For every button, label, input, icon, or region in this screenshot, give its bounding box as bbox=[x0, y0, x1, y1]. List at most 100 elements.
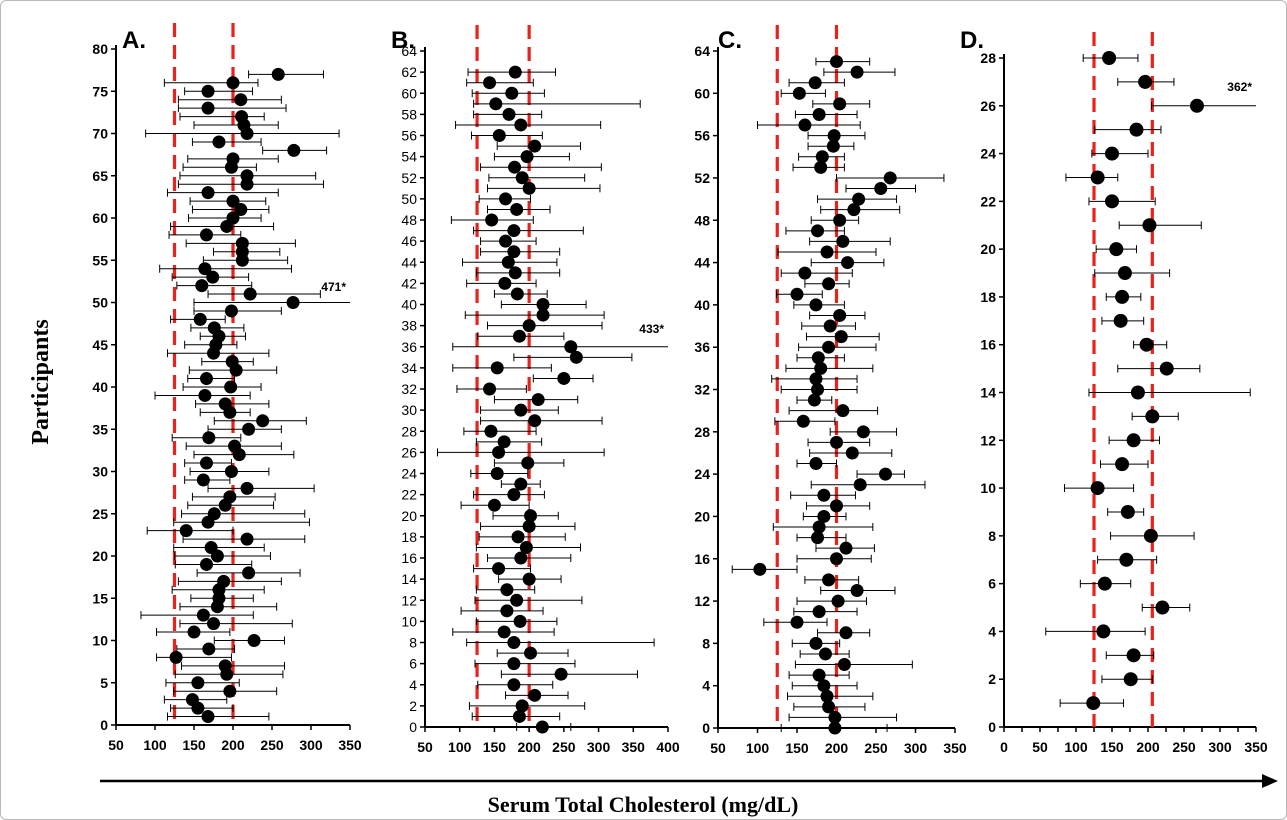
data-point bbox=[1123, 672, 1138, 687]
data-point bbox=[826, 139, 840, 153]
data-point-group bbox=[809, 446, 893, 460]
y-tick-label: 44 bbox=[401, 254, 417, 270]
data-point bbox=[201, 101, 215, 115]
data-point bbox=[850, 583, 864, 597]
data-point-group bbox=[500, 667, 638, 681]
data-point bbox=[492, 562, 506, 576]
data-point-group bbox=[1141, 600, 1191, 615]
data-point bbox=[210, 600, 224, 614]
data-point-group bbox=[780, 721, 888, 735]
data-point bbox=[796, 414, 810, 428]
data-point bbox=[520, 150, 534, 164]
data-point bbox=[224, 465, 238, 478]
data-point-group bbox=[1097, 552, 1158, 567]
data-point-group bbox=[452, 340, 668, 354]
data-point-group bbox=[460, 498, 530, 512]
y-tick-label: 20 bbox=[92, 548, 108, 564]
y-tick-label: 64 bbox=[694, 43, 710, 59]
data-point bbox=[820, 245, 834, 259]
x-tick-label: 350 bbox=[1244, 739, 1268, 755]
y-tick-label: 80 bbox=[92, 41, 108, 57]
y-tick-label: 12 bbox=[694, 593, 710, 609]
y-tick-label: 52 bbox=[401, 170, 417, 186]
data-point bbox=[807, 393, 821, 407]
data-point-group bbox=[788, 76, 845, 90]
data-point bbox=[524, 646, 538, 660]
data-point-group bbox=[516, 720, 572, 734]
data-point-group bbox=[1099, 457, 1149, 472]
data-point-group bbox=[805, 499, 871, 513]
data-point-group bbox=[173, 684, 278, 698]
y-tick-label: 14 bbox=[401, 571, 417, 587]
data-point-group bbox=[176, 642, 236, 656]
data-point bbox=[522, 181, 536, 195]
y-tick-label: 26 bbox=[980, 98, 996, 114]
data-point bbox=[218, 498, 232, 512]
data-point bbox=[837, 658, 851, 672]
data-point bbox=[195, 279, 209, 293]
data-point-group bbox=[166, 186, 279, 200]
data-point bbox=[507, 657, 521, 671]
panel-1: 0 5 10 15 20 25 30 35 40 45 50 55 60 65 70 75 80 50 100 150… bbox=[92, 23, 362, 753]
data-point-group bbox=[168, 228, 242, 242]
data-point-group bbox=[189, 194, 267, 208]
data-point bbox=[224, 380, 238, 394]
data-point-group bbox=[788, 668, 850, 682]
data-point bbox=[510, 202, 524, 216]
data-point-group bbox=[794, 107, 858, 121]
data-point-group bbox=[1063, 481, 1135, 496]
data-point-group bbox=[1118, 218, 1202, 233]
data-point-group bbox=[780, 383, 858, 396]
data-point bbox=[220, 219, 234, 233]
data-point bbox=[483, 76, 497, 90]
data-point-group bbox=[1091, 146, 1149, 161]
data-point-group bbox=[791, 636, 841, 650]
data-point bbox=[198, 388, 212, 402]
data-point-group bbox=[166, 710, 270, 724]
data-point bbox=[828, 721, 842, 735]
y-tick-label: 35 bbox=[92, 421, 108, 437]
data-point-group bbox=[1094, 122, 1162, 137]
data-point bbox=[809, 457, 823, 471]
data-point bbox=[817, 488, 831, 502]
data-point-group bbox=[798, 150, 845, 164]
data-point bbox=[811, 351, 825, 365]
data-point bbox=[790, 615, 804, 629]
data-point bbox=[507, 636, 521, 649]
data-point bbox=[557, 371, 571, 385]
data-point-group bbox=[815, 541, 875, 555]
data-point-group bbox=[199, 329, 246, 343]
data-point bbox=[811, 531, 825, 545]
data-point-group bbox=[513, 350, 633, 364]
data-point bbox=[808, 76, 822, 90]
data-point bbox=[234, 93, 248, 107]
data-point-group bbox=[475, 266, 561, 280]
data-point-group bbox=[475, 435, 543, 449]
data-point-group bbox=[493, 287, 548, 301]
data-point bbox=[817, 679, 831, 693]
y-tick-label: 0 bbox=[100, 717, 108, 733]
y-tick-label: 25 bbox=[92, 506, 108, 522]
data-point bbox=[818, 647, 832, 661]
data-point bbox=[201, 84, 215, 98]
data-point-group bbox=[436, 445, 605, 459]
data-point-group bbox=[790, 488, 856, 502]
data-point-group bbox=[188, 363, 278, 377]
data-point bbox=[822, 340, 836, 354]
data-point bbox=[874, 182, 888, 196]
data-point-group bbox=[1059, 696, 1125, 711]
data-point bbox=[1090, 170, 1105, 185]
data-point-group bbox=[488, 171, 586, 185]
data-point-group bbox=[467, 65, 557, 79]
data-point bbox=[199, 372, 213, 386]
data-point bbox=[790, 287, 804, 301]
y-tick-label: 32 bbox=[694, 382, 710, 398]
data-point bbox=[490, 467, 504, 480]
y-tick-label: 32 bbox=[401, 381, 417, 397]
data-point bbox=[505, 86, 519, 100]
data-point-group bbox=[807, 435, 871, 449]
data-point-group bbox=[475, 540, 582, 554]
data-point bbox=[1096, 624, 1111, 639]
outlier-annotation: 471* bbox=[321, 280, 346, 294]
data-point-group bbox=[775, 287, 823, 301]
